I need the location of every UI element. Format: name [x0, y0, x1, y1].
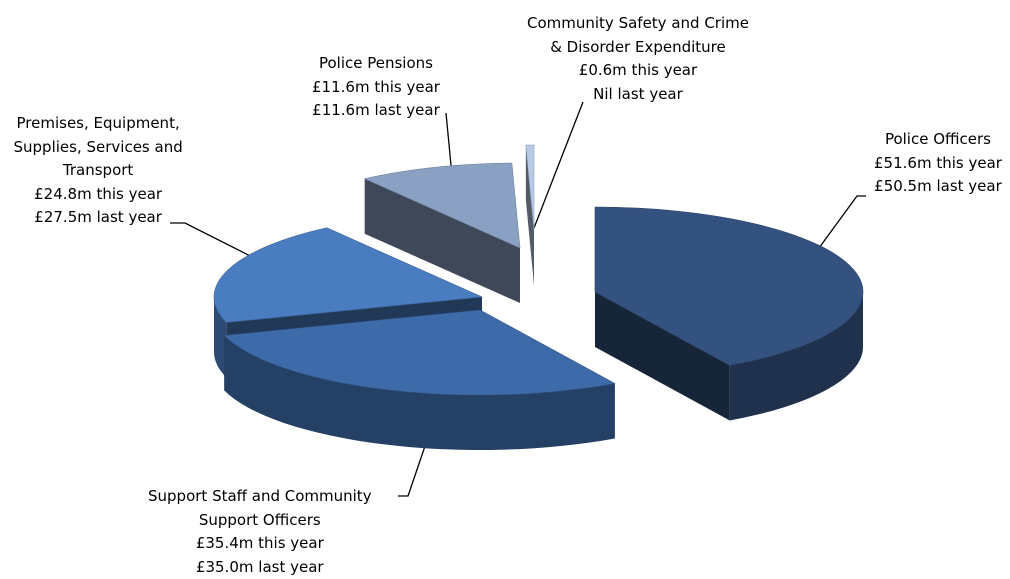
pie-slice — [595, 207, 863, 420]
category-label: Supplies, Services and — [14, 136, 183, 160]
this-year-value: £0.6m this year — [527, 59, 749, 83]
category-label: Police Pensions — [312, 52, 440, 76]
last-year-value: £50.5m last year — [874, 175, 1002, 199]
last-year-value: £11.6m last year — [312, 99, 440, 123]
category-label: Transport — [14, 159, 183, 183]
last-year-value: £35.0m last year — [148, 556, 372, 579]
category-label: Police Officers — [874, 128, 1002, 152]
leader-line — [534, 102, 583, 228]
pie-slice — [526, 145, 534, 285]
pie-slice — [224, 310, 614, 450]
last-year-value: Nil last year — [527, 83, 749, 107]
category-label: Community Safety and Crime — [527, 12, 749, 36]
category-label: Support Staff and Community — [148, 485, 372, 509]
category-label: Support Officers — [148, 509, 372, 533]
this-year-value: £51.6m this year — [874, 152, 1002, 176]
this-year-value: £24.8m this year — [14, 183, 183, 207]
this-year-value: £35.4m this year — [148, 532, 372, 556]
this-year-value: £11.6m this year — [312, 76, 440, 100]
category-label: & Disorder Expenditure — [527, 36, 749, 60]
data-label: Premises, Equipment,Supplies, Services a… — [14, 112, 183, 230]
category-label: Premises, Equipment, — [14, 112, 183, 136]
data-label: Community Safety and Crime& Disorder Exp… — [527, 12, 749, 106]
pie-slices — [214, 145, 863, 450]
last-year-value: £27.5m last year — [14, 206, 183, 230]
data-label: Police Pensions£11.6m this year£11.6m la… — [312, 52, 440, 123]
data-label: Police Officers£51.6m this year£50.5m la… — [874, 128, 1002, 199]
